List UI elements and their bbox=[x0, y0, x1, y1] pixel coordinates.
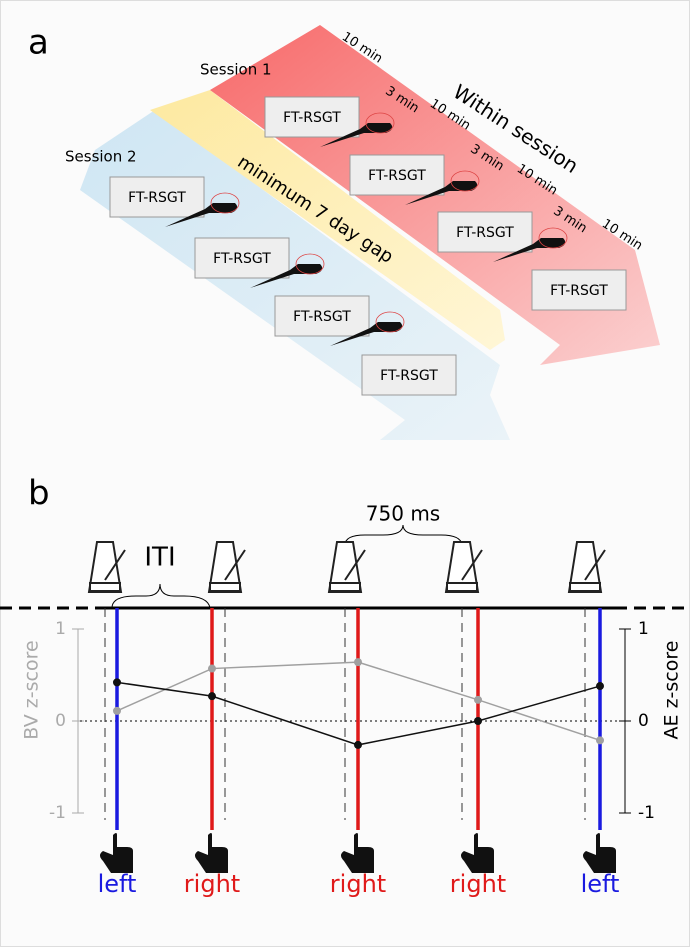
point bbox=[113, 706, 121, 715]
tap-label: right bbox=[184, 870, 240, 898]
vibration bbox=[375, 311, 405, 333]
gap-band bbox=[150, 90, 505, 350]
box-label: FT-RSGT bbox=[380, 368, 438, 384]
y-tick-label: 0 bbox=[55, 711, 66, 731]
box-label: FT-RSGT bbox=[283, 110, 341, 126]
vibration bbox=[538, 227, 568, 249]
point bbox=[354, 658, 362, 667]
hand bbox=[341, 833, 374, 873]
y-tick-label: 0 bbox=[638, 711, 649, 731]
metronome-arm bbox=[461, 549, 483, 581]
point bbox=[474, 717, 482, 725]
tap-label: right bbox=[450, 870, 506, 898]
metronome-base bbox=[569, 582, 601, 592]
box-label: FT-RSGT bbox=[368, 168, 426, 184]
right-axis-label: AE z-score bbox=[661, 641, 683, 740]
y-tick-label: 1 bbox=[55, 619, 66, 639]
metronome-base bbox=[446, 582, 478, 592]
box bbox=[531, 269, 627, 311]
box-label: FT-RSGT bbox=[128, 190, 186, 206]
panel-label: b bbox=[28, 474, 50, 514]
box-label: FT-RSGT bbox=[293, 309, 351, 325]
interval-brace bbox=[344, 524, 463, 546]
box bbox=[437, 211, 533, 253]
metronome-arm bbox=[224, 549, 246, 581]
y-tick-label: 1 bbox=[638, 619, 649, 639]
hand bbox=[100, 833, 133, 873]
box bbox=[349, 154, 445, 196]
box bbox=[264, 96, 360, 138]
point bbox=[113, 678, 121, 687]
panel-label: a bbox=[28, 23, 49, 63]
iti-label: ITI bbox=[144, 543, 175, 573]
box bbox=[361, 354, 457, 396]
metronome-base bbox=[329, 582, 361, 592]
tap-label: right bbox=[330, 870, 386, 898]
left-axis-label: BV z-score bbox=[21, 640, 43, 739]
interval-label: 750 ms bbox=[366, 502, 440, 526]
controller bbox=[493, 238, 566, 262]
metronome-arm bbox=[344, 549, 366, 581]
box bbox=[274, 295, 370, 337]
point bbox=[474, 695, 482, 704]
y-tick-label: -1 bbox=[638, 803, 655, 823]
session-label: Session 1 bbox=[200, 61, 272, 79]
hand bbox=[461, 833, 494, 873]
metronome-base bbox=[89, 582, 121, 592]
iti-brace bbox=[111, 583, 211, 609]
point bbox=[208, 664, 216, 673]
controller bbox=[320, 123, 393, 147]
metronome-base bbox=[209, 582, 241, 592]
controller bbox=[405, 181, 478, 205]
box-label: FT-RSGT bbox=[550, 283, 608, 299]
box bbox=[194, 237, 290, 279]
point bbox=[208, 692, 216, 701]
hand bbox=[195, 833, 228, 873]
tap-label: left bbox=[98, 870, 137, 898]
session-label: Session 2 bbox=[65, 148, 137, 166]
point bbox=[596, 736, 604, 745]
point bbox=[596, 682, 604, 691]
metronome-arm bbox=[584, 549, 606, 581]
point bbox=[354, 740, 362, 749]
vibration bbox=[365, 112, 395, 134]
metronome-arm bbox=[104, 549, 126, 581]
controller bbox=[250, 264, 323, 288]
box bbox=[109, 176, 205, 218]
vibration bbox=[450, 170, 480, 192]
hand bbox=[583, 833, 616, 873]
controller bbox=[330, 322, 403, 346]
vibration bbox=[210, 192, 240, 214]
controller bbox=[165, 203, 238, 227]
box-label: FT-RSGT bbox=[213, 251, 271, 267]
vibration bbox=[295, 253, 325, 275]
y-tick-label: -1 bbox=[49, 803, 66, 823]
tap-label: left bbox=[581, 870, 620, 898]
box-label: FT-RSGT bbox=[456, 225, 514, 241]
